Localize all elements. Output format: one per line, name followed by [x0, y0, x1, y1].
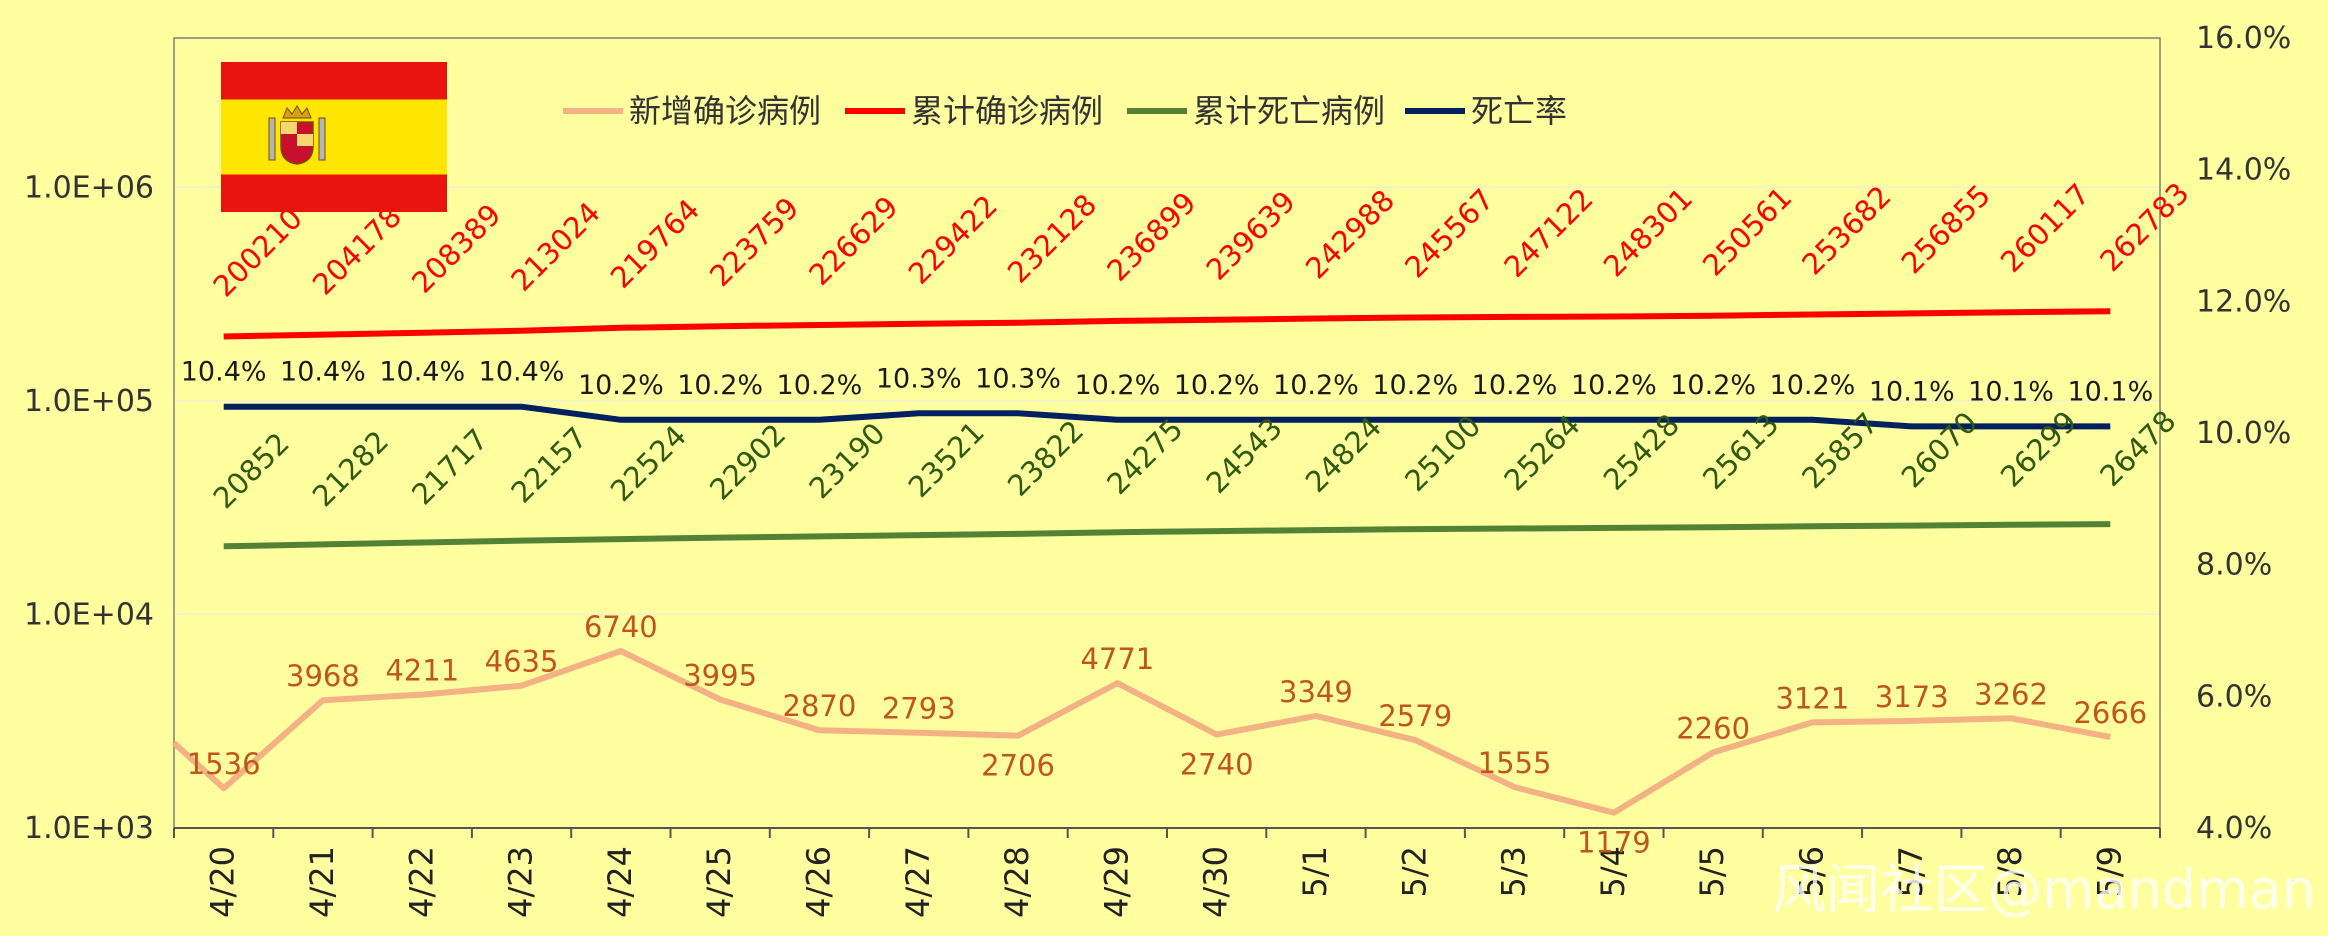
data-label-new: 3262: [1974, 677, 2048, 711]
legend: 新增确诊病例 累计确诊病例 累计死亡病例 死亡率: [563, 92, 1567, 130]
legend-label: 死亡率: [1471, 92, 1567, 130]
data-label-new: 1536: [187, 747, 261, 781]
series-line-0: [171, 648, 2111, 816]
y-right-tick-label: 14.0%: [2196, 153, 2291, 188]
y-right-tick-label: 4.0%: [2196, 811, 2272, 846]
series-line-2: [223, 521, 2111, 550]
data-label-new: 3995: [683, 659, 757, 693]
data-label-rate: 10.2%: [1770, 370, 1856, 401]
series-group: [171, 308, 2111, 816]
data-label-rate: 10.2%: [1273, 370, 1359, 401]
flag-shield-quarter: [281, 122, 297, 134]
data-label-new: 2793: [882, 692, 956, 726]
x-tick-label: 4/26: [799, 846, 837, 918]
x-tick-label: 4/28: [998, 846, 1036, 918]
data-label-new: 2740: [1180, 748, 1254, 782]
data-label-rate: 10.2%: [777, 370, 863, 401]
legend-label: 累计确诊病例: [911, 92, 1103, 130]
data-label-rate: 10.4%: [379, 357, 465, 388]
x-tick-label: 5/5: [1693, 846, 1731, 898]
data-label-rate: 10.3%: [876, 363, 962, 394]
data-label-new: 3121: [1776, 681, 1850, 715]
data-label-rate: 10.3%: [975, 363, 1061, 394]
flag-yellow-band: [221, 99, 447, 175]
x-tick-label: 5/8: [1991, 846, 2029, 898]
series-line-3: [223, 403, 2111, 430]
x-tick-label: 4/22: [402, 846, 440, 918]
x-tick-label: 4/23: [502, 846, 540, 918]
grid-lines: [174, 186, 2160, 616]
x-tick-label: 5/2: [1395, 846, 1433, 898]
data-label-new: 2870: [783, 689, 857, 723]
data-label-rate: 10.1%: [2067, 376, 2153, 407]
watermark: 风闻社区@mandman: [1772, 858, 2316, 921]
data-label-rate: 10.2%: [1074, 370, 1160, 401]
y-right-tick-label: 16.0%: [2196, 21, 2291, 56]
data-label-new: 1179: [1577, 826, 1651, 860]
axes: 1.0E+03 1.0E+04 1.0E+05 1.0E+06 4.0% 6.0% 8.0%…: [24, 21, 2291, 918]
data-label-rate: 10.2%: [1372, 370, 1458, 401]
data-label-new: 6740: [584, 610, 658, 644]
y-left-tick-label: 1.0E+04: [24, 597, 154, 632]
y-right-tick-label: 6.0%: [2196, 679, 2272, 714]
data-label-rate: 10.1%: [1968, 376, 2054, 407]
x-tick-label: 5/6: [1792, 846, 1830, 898]
x-tick-label: 5/9: [2090, 846, 2128, 898]
data-label-new: 4771: [1080, 642, 1154, 676]
data-label-rate: 10.1%: [1869, 376, 1955, 407]
data-label-new: 4635: [485, 645, 559, 679]
data-label-rate: 10.4%: [181, 357, 267, 388]
x-tick-label: 4/29: [1097, 846, 1135, 918]
flag-pillar-left: [268, 117, 276, 161]
x-tick-label: 5/4: [1594, 846, 1632, 898]
data-label-new: 1555: [1478, 746, 1552, 780]
data-label-new: 3349: [1279, 675, 1353, 709]
x-tick-label: 4/30: [1197, 846, 1235, 918]
data-label-rate: 10.2%: [1472, 370, 1558, 401]
y-right-tick-label: 10.0%: [2196, 416, 2291, 451]
x-tick-label: 4/25: [700, 846, 738, 918]
x-tick-label: 4/21: [303, 846, 341, 918]
data-label-new: 2260: [1676, 711, 1750, 745]
flag-shield-quarter: [297, 134, 313, 146]
y-left-tick-label: 1.0E+05: [24, 384, 154, 419]
y-left-tick-label: 1.0E+06: [24, 170, 154, 205]
flag-crown: [282, 105, 312, 119]
data-label-rate: 10.2%: [1670, 370, 1756, 401]
series-line-1: [223, 308, 2111, 340]
x-tick-label: 4/24: [601, 846, 639, 918]
data-label-rate: 10.2%: [677, 370, 763, 401]
data-label-new: 4211: [385, 654, 459, 688]
flag-pillar-right: [318, 117, 326, 161]
spain-flag: [221, 62, 447, 212]
data-label-rate: 10.4%: [280, 357, 366, 388]
x-tick-label: 4/27: [899, 846, 937, 918]
data-label-new: 3173: [1875, 680, 1949, 714]
data-label-rate: 10.2%: [578, 370, 664, 401]
data-label-new: 2706: [981, 749, 1055, 783]
data-label-new: 2579: [1378, 699, 1452, 733]
y-right-tick-label: 12.0%: [2196, 284, 2291, 319]
data-label-new: 2666: [2073, 696, 2147, 730]
data-label-rate: 10.2%: [1571, 370, 1657, 401]
data-label-rate: 10.2%: [1174, 370, 1260, 401]
x-tick-label: 5/7: [1892, 846, 1930, 898]
y-right-tick-label: 8.0%: [2196, 548, 2272, 583]
data-label-new: 3968: [286, 659, 360, 693]
legend-label: 累计死亡病例: [1193, 92, 1385, 130]
x-tick-label: 4/20: [204, 846, 242, 918]
y-left-tick-label: 1.0E+03: [24, 811, 154, 846]
x-tick-label: 5/3: [1495, 846, 1533, 898]
x-tick-label: 5/1: [1296, 846, 1334, 898]
legend-label: 新增确诊病例: [629, 92, 821, 130]
data-label-rate: 10.4%: [479, 357, 565, 388]
